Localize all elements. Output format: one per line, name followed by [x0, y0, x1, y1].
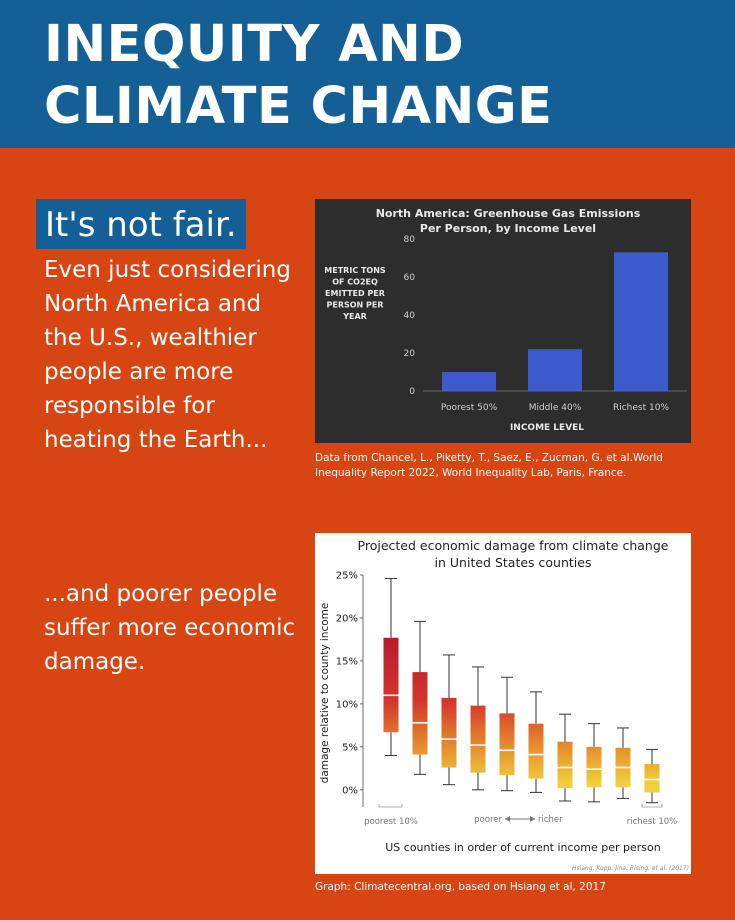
title-line-1: INEQUITY AND: [44, 15, 465, 74]
chart1-ytick-label: 60: [404, 273, 416, 283]
chart2-ytick-label: 20%: [336, 613, 358, 624]
chart2-title-line2: in United States counties: [435, 555, 592, 570]
chart2-axis: 0% 5% 10% 15% 20% 25%: [336, 571, 364, 807]
box-iqr: [499, 713, 515, 776]
title-line-2: CLIMATE CHANGE: [44, 77, 553, 136]
chart2-ytick-label: 25%: [336, 571, 358, 582]
chart1-title-line2: Per Person, by Income Level: [420, 222, 596, 235]
chart1-ylabel-line: METRIC TONS: [324, 266, 386, 275]
chart2-annotations: poorest 10% poorer richer richest 10%: [364, 804, 677, 827]
paragraph-emissions: Even just considering North America and …: [44, 257, 291, 453]
chart1-ylabel-line: YEAR: [342, 312, 367, 321]
chart1-title-line1: North America: Greenhouse Gas Emissions: [376, 207, 641, 220]
chart2-ytick-label: 0%: [342, 785, 358, 796]
chart1-category-label: Poorest 50%: [441, 403, 498, 413]
box-iqr: [528, 723, 544, 779]
chart1-ylabel: METRIC TONS OF CO2EQ EMITTED PER PERSON PER…: [324, 266, 386, 321]
annot-poorer: poorer: [474, 815, 502, 825]
box-iqr: [557, 741, 573, 789]
chart1-ylabel-line: OF CO2EQ: [332, 278, 378, 287]
chart2-xlabel: US counties in order of current income p…: [385, 841, 661, 854]
chart2-ytick-label: 10%: [336, 699, 358, 710]
box-iqr: [470, 705, 486, 773]
chart1-bar: [614, 252, 668, 391]
header-banner: INEQUITY AND CLIMATE CHANGE: [0, 0, 735, 148]
chart1-caption: Data from Chancel, L., Piketty, T., Saez…: [315, 452, 663, 479]
chart1-category-label: Middle 40%: [529, 403, 582, 413]
chart1-category-label: Richest 10%: [613, 403, 669, 413]
damage-chart: Projected economic damage from climate c…: [315, 533, 691, 874]
chart1-ytick-label: 20: [404, 349, 416, 359]
chart2-ylabel: damage relative to county income: [319, 603, 331, 784]
paragraph-damage: ...and poorer people suffer more economi…: [44, 581, 296, 675]
chart2-boxes: [383, 577, 660, 804]
chart2-ytick-label: 15%: [336, 656, 358, 667]
box-iqr: [644, 764, 660, 793]
tagline: It's not fair.: [36, 199, 246, 249]
emissions-chart-svg: North America: Greenhouse Gas Emissions …: [324, 207, 687, 433]
emissions-chart: North America: Greenhouse Gas Emissions …: [315, 199, 691, 443]
box-iqr: [383, 637, 399, 733]
damage-chart-svg: Projected economic damage from climate c…: [319, 538, 689, 872]
chart1-xlabel: INCOME LEVEL: [510, 423, 584, 433]
chart1-ylabel-line: EMITTED PER: [325, 289, 385, 298]
box-iqr: [412, 672, 428, 755]
page-title: INEQUITY AND CLIMATE CHANGE: [44, 14, 553, 138]
chart2-caption: Graph: Climatecentral.org, based on Hsia…: [315, 881, 606, 893]
chart1-bars: Poorest 50% Middle 40% Richest 10%: [441, 252, 669, 413]
annot-richer: richer: [538, 815, 563, 825]
annot-poorest: poorest 10%: [364, 817, 418, 827]
chart1-ylabel-line: PERSON PER: [326, 301, 383, 310]
chart1-ytick-label: 40: [404, 311, 416, 321]
box-iqr: [441, 697, 457, 768]
chart1-bar: [442, 372, 496, 391]
chart1-bar: [528, 349, 582, 391]
chart1-ytick-label: 0: [409, 387, 415, 397]
chart2-credit: Hsiang, Kopp, Jina, Rising, et al. (2017…: [572, 865, 689, 872]
chart2-title-line1: Projected economic damage from climate c…: [358, 538, 669, 553]
chart2-ytick-label: 5%: [342, 742, 358, 753]
box-iqr: [586, 746, 602, 788]
annot-richest: richest 10%: [627, 817, 678, 827]
chart1-ytick-label: 80: [404, 235, 416, 245]
